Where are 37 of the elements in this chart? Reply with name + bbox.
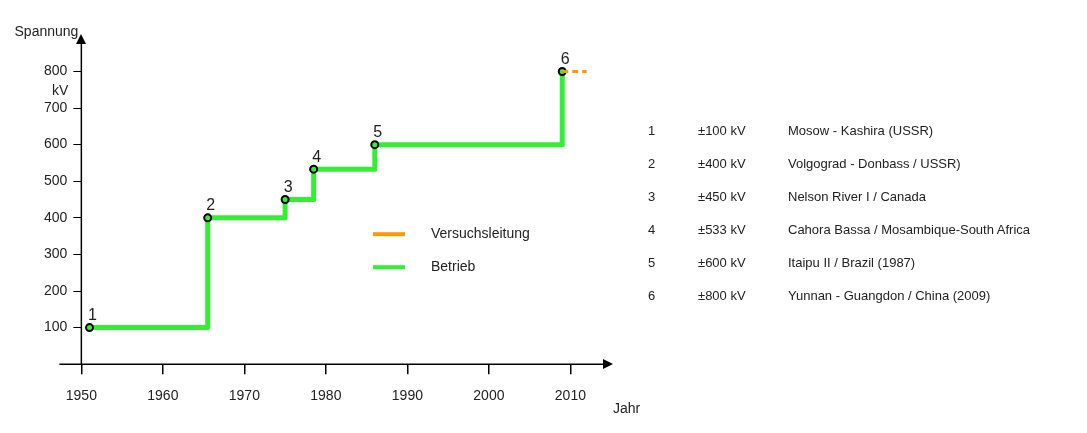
x-tick-label: 1990 <box>391 387 424 404</box>
text: 4 ±533 kV Cahora Bassa / Mosambique-South Africa <box>648 222 1031 237</box>
point <box>280 195 290 205</box>
y-tick-label: 500 <box>44 172 68 189</box>
annotation: 4 <box>312 147 322 165</box>
y-tick-label: 300 <box>44 245 68 262</box>
x-tick-label: 1980 <box>310 387 342 404</box>
point <box>370 140 380 150</box>
legend-label: Betrieb <box>431 258 476 275</box>
text: 5 ±600 kV Itaipu II / Brazil (1987) <box>648 255 916 270</box>
y-tick-label: 700 <box>44 98 68 115</box>
text: 2 ±400 kV Volgograd - Donbass / USSR) <box>648 156 961 171</box>
x-tick-label: 2000 <box>473 387 505 404</box>
y-tick-label: 800 <box>44 62 68 79</box>
legend-label: Versuchsleitung <box>431 225 530 242</box>
point <box>203 213 213 223</box>
annotation: 2 <box>206 196 216 214</box>
annotation: 3 <box>283 177 293 195</box>
y-axis-title: Spannung <box>14 22 79 39</box>
annotation: 5 <box>373 123 383 141</box>
x-tick-label: 2010 <box>554 387 587 404</box>
y-tick-label: 200 <box>44 281 68 298</box>
point <box>85 323 95 333</box>
annotation: 1 <box>88 306 98 324</box>
y-tick-label: 100 <box>44 318 68 335</box>
annotation: 6 <box>560 49 570 67</box>
y-tick-label: 400 <box>44 208 68 225</box>
x-tick-label: 1970 <box>228 387 261 404</box>
text: kV <box>52 82 70 99</box>
text: 3 ±450 kV Nelson River I / Canada <box>648 189 927 204</box>
x-tick-label: 1950 <box>65 387 98 404</box>
text: 1 ±100 kV Mosow - Kashira (USSR) <box>648 123 934 138</box>
x-axis-title: Jahr <box>613 399 641 416</box>
point <box>309 164 319 174</box>
y-tick-label: 600 <box>44 135 68 152</box>
x-tick-label: 1960 <box>147 387 179 404</box>
text: 6 ±800 kV Yunnan - Guangdon / China (2009) <box>648 288 991 303</box>
